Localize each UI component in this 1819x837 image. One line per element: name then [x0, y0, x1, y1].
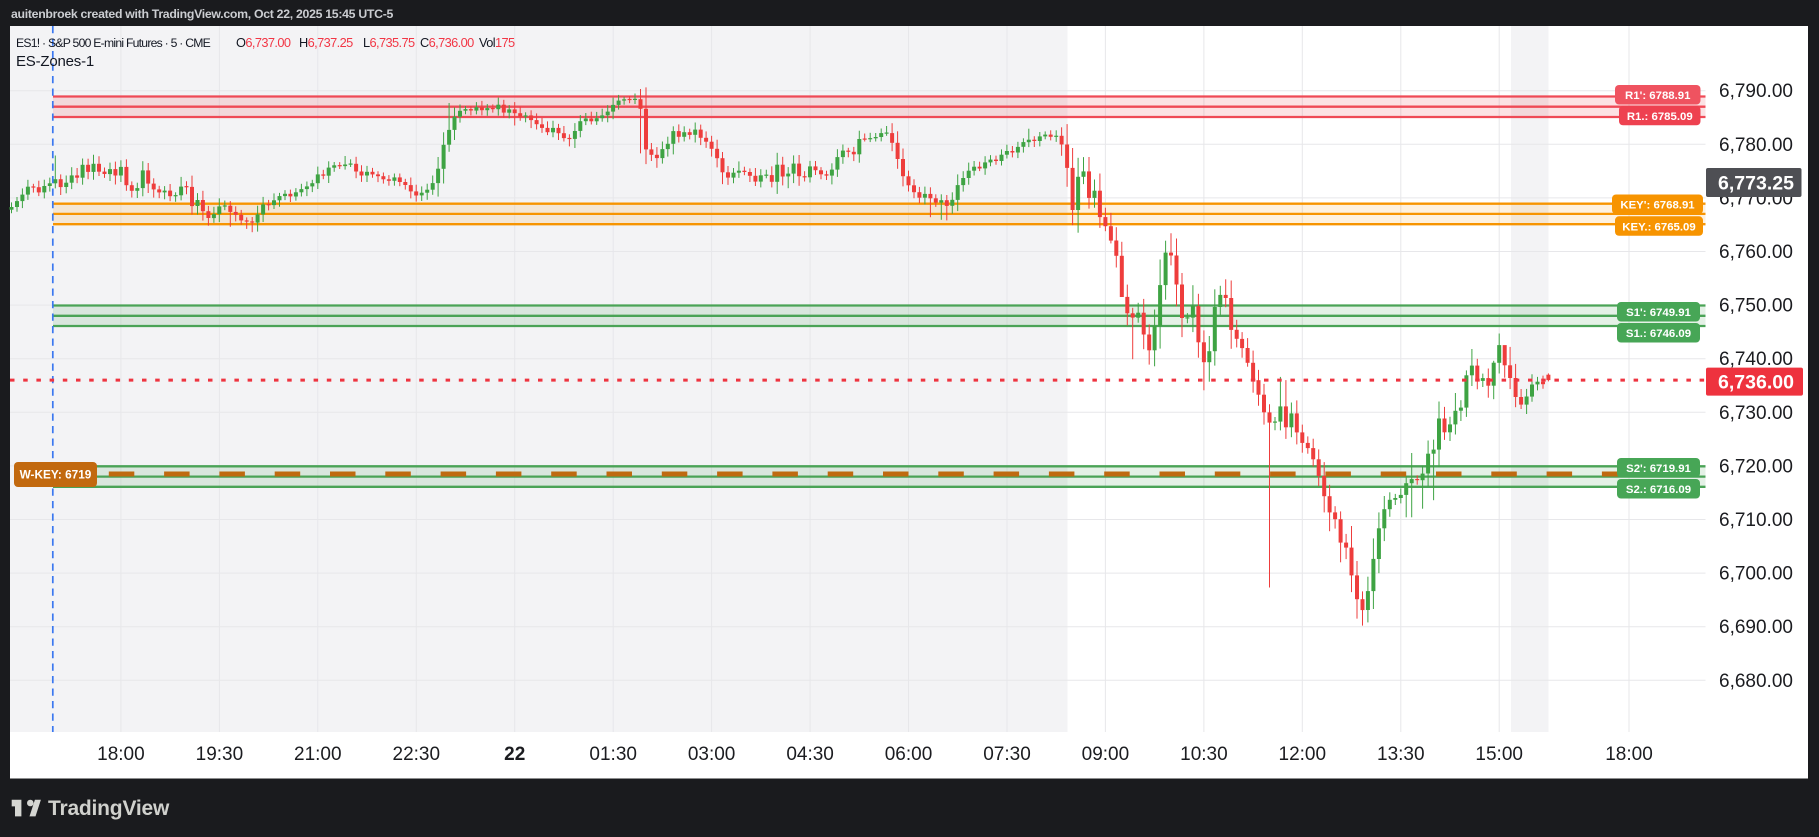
svg-text:TradingView: TradingView: [48, 797, 170, 820]
svg-text:01:30: 01:30: [589, 744, 637, 765]
svg-text:Vol175: Vol175: [479, 35, 515, 50]
svg-text:15:00: 15:00: [1475, 744, 1523, 765]
svg-text:H6,737.25: H6,737.25: [299, 35, 353, 50]
svg-text:6,730.00: 6,730.00: [1719, 403, 1793, 424]
svg-text:6,773.25: 6,773.25: [1718, 173, 1794, 195]
svg-text:22:30: 22:30: [393, 744, 441, 765]
svg-text:6,740.00: 6,740.00: [1719, 349, 1793, 370]
svg-text:6,736.00: 6,736.00: [1718, 371, 1794, 393]
svg-text:6,710.00: 6,710.00: [1719, 510, 1793, 531]
svg-text:6,720.00: 6,720.00: [1719, 456, 1793, 477]
svg-text:18:00: 18:00: [1605, 744, 1653, 765]
svg-text:W-KEY: 6719: W-KEY: 6719: [20, 468, 92, 482]
svg-text:S1': 6749.91: S1': 6749.91: [1626, 307, 1691, 319]
svg-text:12:00: 12:00: [1279, 744, 1327, 765]
svg-text:6,680.00: 6,680.00: [1719, 671, 1793, 692]
svg-text:19:30: 19:30: [196, 744, 244, 765]
svg-text:09:00: 09:00: [1082, 744, 1130, 765]
svg-text:22: 22: [504, 744, 525, 765]
svg-text:O6,737.00: O6,737.00: [236, 35, 291, 50]
svg-text:KEY.: 6765.09: KEY.: 6765.09: [1622, 221, 1695, 233]
svg-text:6,790.00: 6,790.00: [1719, 81, 1793, 102]
svg-text:C6,736.00: C6,736.00: [420, 35, 474, 50]
svg-text:07:30: 07:30: [983, 744, 1031, 765]
svg-text:6,690.00: 6,690.00: [1719, 617, 1793, 638]
svg-text:ES-Zones-1: ES-Zones-1: [16, 53, 94, 70]
svg-text:auitenbroek created with Tradi: auitenbroek created with TradingView.com…: [11, 7, 394, 21]
svg-text:KEY': 6768.91: KEY': 6768.91: [1620, 200, 1695, 212]
svg-text:S2': 6719.91: S2': 6719.91: [1626, 463, 1691, 475]
svg-text:S2.: 6716.09: S2.: 6716.09: [1626, 484, 1691, 496]
svg-text:ES1! · S&P 500 E-mini Futures: ES1! · S&P 500 E-mini Futures · 5 · CME: [16, 36, 211, 50]
svg-text:21:00: 21:00: [294, 744, 342, 765]
svg-text:R1.: 6785.09: R1.: 6785.09: [1627, 111, 1693, 123]
svg-text:18:00: 18:00: [97, 744, 145, 765]
svg-text:L6,735.75: L6,735.75: [363, 35, 415, 50]
svg-text:S1.: 6746.09: S1.: 6746.09: [1626, 328, 1691, 340]
svg-text:6,700.00: 6,700.00: [1719, 564, 1793, 585]
svg-text:R1': 6788.91: R1': 6788.91: [1625, 90, 1691, 102]
svg-text:10:30: 10:30: [1180, 744, 1228, 765]
svg-text:6,750.00: 6,750.00: [1719, 296, 1793, 317]
svg-text:06:00: 06:00: [885, 744, 933, 765]
svg-text:6,760.00: 6,760.00: [1719, 242, 1793, 263]
svg-text:13:30: 13:30: [1377, 744, 1425, 765]
svg-text:04:30: 04:30: [786, 744, 834, 765]
svg-text:03:00: 03:00: [688, 744, 736, 765]
svg-text:6,780.00: 6,780.00: [1719, 135, 1793, 156]
